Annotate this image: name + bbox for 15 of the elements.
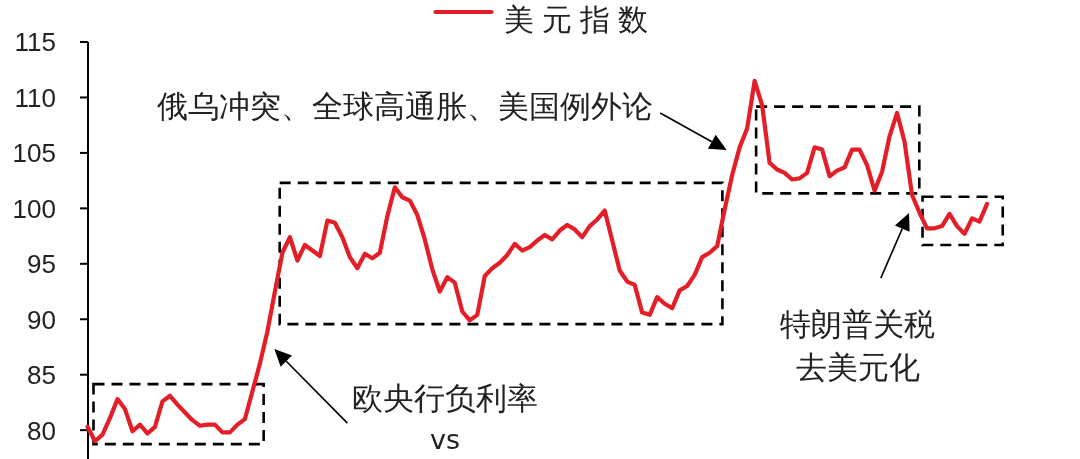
y-tick-label: 115 xyxy=(14,27,56,58)
y-tick-label: 100 xyxy=(12,193,56,224)
y-tick-label: 90 xyxy=(27,304,56,335)
annotation: 欧央行负利率 xyxy=(352,380,538,416)
y-tick-label: 105 xyxy=(12,138,56,169)
annotation: 俄乌冲突、全球高通胀、美国例外论 xyxy=(157,88,653,124)
y-tick-label: 85 xyxy=(27,360,56,391)
y-tick-label: 95 xyxy=(27,249,56,280)
legend-label: 美元指数 xyxy=(503,3,656,36)
y-tick-label: 80 xyxy=(27,415,56,446)
annotation: vs xyxy=(429,424,461,455)
annotation: 去美元化 xyxy=(796,349,920,385)
annotation: 特朗普关税 xyxy=(779,306,935,342)
y-tick-label: 110 xyxy=(14,82,56,113)
legend: 美元指数 xyxy=(433,3,656,36)
